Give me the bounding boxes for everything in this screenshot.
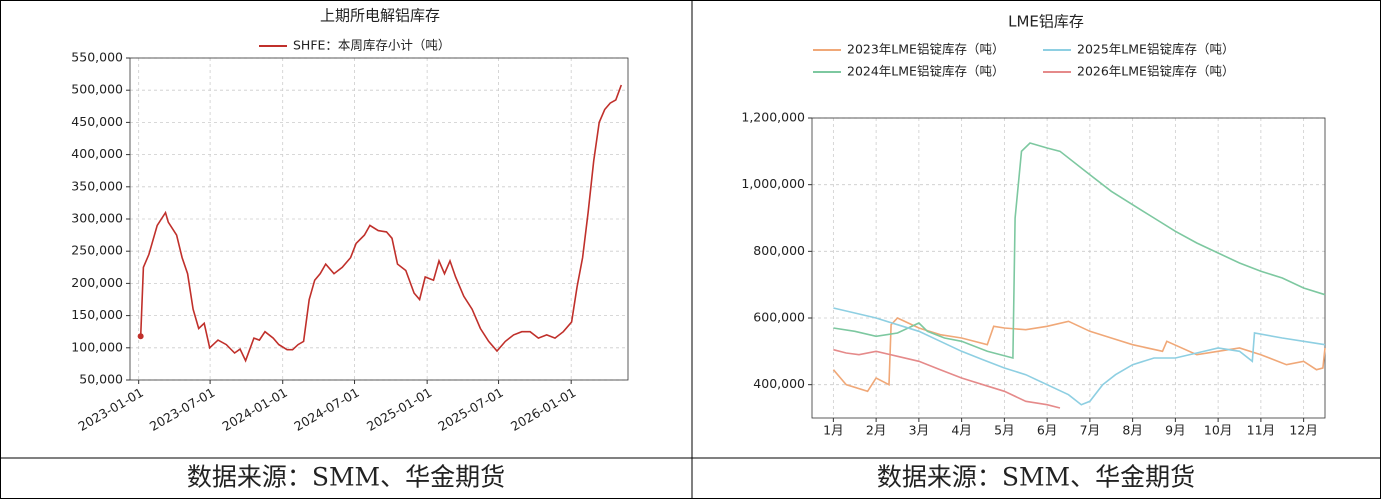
legend-label: 2026年LME铝锭库存（吨） — [1077, 64, 1234, 79]
y-tick-label: 500,000 — [71, 82, 123, 97]
x-tick-label: 11月 — [1247, 423, 1275, 438]
x-tick-label: 2024-01-01 — [220, 385, 290, 434]
chart-title: 上期所电解铝库存 — [320, 7, 440, 25]
x-tick-label: 9月 — [1165, 423, 1185, 438]
y-tick-label: 400,000 — [71, 146, 123, 161]
series-line — [833, 348, 1061, 409]
source: 数据来源：SMM、华金期货 — [187, 463, 505, 492]
x-tick-label: 2024-07-01 — [291, 385, 361, 434]
x-tick-label: 8月 — [1122, 423, 1142, 438]
x-tick-label: 2025-07-01 — [435, 385, 505, 434]
y-tick-label: 100,000 — [71, 339, 123, 354]
legend-label: 2025年LME铝锭库存（吨） — [1077, 42, 1234, 57]
series-line — [833, 307, 1326, 406]
y-tick-label: 1,000,000 — [741, 176, 805, 191]
y-tick-label: 300,000 — [71, 211, 123, 226]
y-tick-label: 1,200,000 — [741, 110, 805, 125]
legend-label: 2024年LME铝锭库存（吨） — [847, 64, 1004, 79]
x-tick-label: 6月 — [1037, 423, 1057, 438]
y-tick-label: 800,000 — [753, 243, 805, 258]
legend-label: SHFE：本周库存小计（吨） — [293, 38, 450, 53]
y-tick-label: 150,000 — [71, 307, 123, 322]
y-tick-label: 400,000 — [753, 376, 805, 391]
y-tick-label: 200,000 — [71, 275, 123, 290]
series-line — [833, 142, 1326, 360]
x-tick-label: 2023-07-01 — [147, 385, 217, 434]
x-tick-label: 2026-01-01 — [508, 385, 578, 434]
y-tick-label: 600,000 — [753, 310, 805, 325]
x-tick-label: 3月 — [909, 423, 929, 438]
x-tick-label: 2月 — [866, 423, 886, 438]
point — [137, 333, 144, 340]
x-tick-label: 4月 — [951, 423, 971, 438]
chart-title: LME铝库存 — [1008, 13, 1084, 31]
x-tick-label: 7月 — [1080, 423, 1100, 438]
plot-frame — [129, 57, 629, 381]
x-tick-label: 5月 — [994, 423, 1014, 438]
x-tick-label: 12月 — [1289, 423, 1317, 438]
x-tick-label: 1月 — [823, 423, 843, 438]
x-tick-label: 2025-01-01 — [364, 385, 434, 434]
y-tick-label: 250,000 — [71, 243, 123, 258]
y-tick-label: 50,000 — [79, 372, 123, 387]
x-tick-label: 10月 — [1204, 423, 1232, 438]
series-line — [139, 84, 623, 363]
source: 数据来源：SMM、华金期货 — [877, 463, 1195, 492]
y-tick-label: 350,000 — [71, 178, 123, 193]
legend-label: 2023年LME铝锭库存（吨） — [847, 42, 1004, 57]
y-tick-label: 450,000 — [71, 114, 123, 129]
plot-frame — [811, 117, 1326, 419]
y-tick-label: 550,000 — [71, 50, 123, 65]
x-tick-label: 2023-01-01 — [76, 385, 146, 434]
